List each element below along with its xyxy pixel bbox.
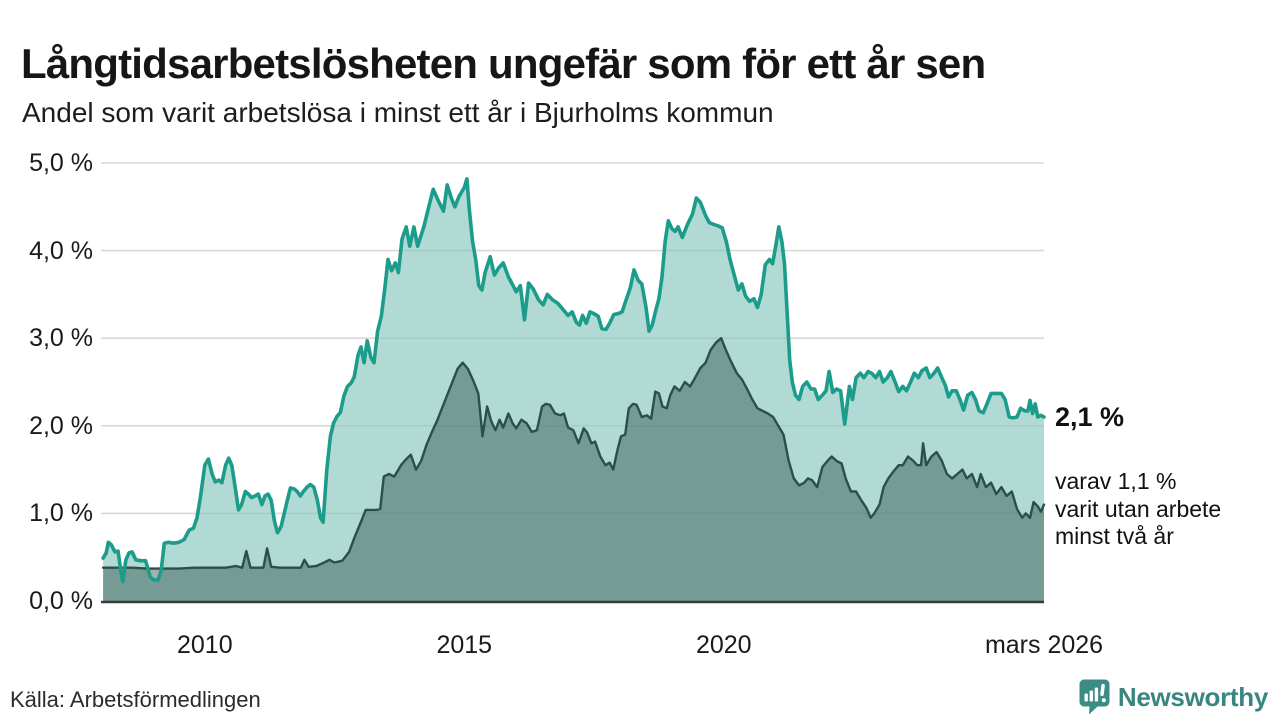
x-axis-label: mars 2026 [984,631,1104,659]
series-line-minst-tva-ar [101,337,1046,570]
page-title: Långtidsarbetslösheten ungefär som för e… [21,40,986,88]
series-area-minst-tva-ar [103,338,1045,601]
series-line-minst-ett-ar [101,177,1046,584]
newsworthy-chart-bubble-icon [1079,679,1110,715]
y-axis-label: 2,0 % [29,411,93,440]
y-axis-label: 3,0 % [29,324,93,353]
x-axis-label: 2015 [436,631,493,659]
chart-subtitle: Andel som varit arbetslösa i minst ett å… [22,97,774,128]
y-axis-label: 1,0 % [29,499,93,528]
secondary-annotation-line: varav 1,1 % [1055,468,1177,494]
y-axis-label: 0,0 % [29,587,93,615]
secondary-annotation-line: varit utan arbete [1055,495,1222,522]
x-axis-label: 2020 [695,631,752,659]
secondary-annotation: varav 1,1 % varit utan arbete minst två … [1055,468,1221,551]
newsworthy-logo: Newsworthy [1079,679,1268,715]
secondary-annotation-line: minst två år [1055,523,1174,549]
y-axis-label: 5,0 % [29,149,93,177]
latest-value-annotation: 2,1 % [1055,402,1125,432]
y-axis-label: 4,0 % [29,236,93,265]
newsworthy-wordmark: Newsworthy [1117,681,1268,712]
source-attribution: Källa: Arbetsförmedlingen [10,687,261,712]
x-axis-label: 2010 [176,631,233,659]
series-area-minst-ett-ar [103,178,1045,602]
